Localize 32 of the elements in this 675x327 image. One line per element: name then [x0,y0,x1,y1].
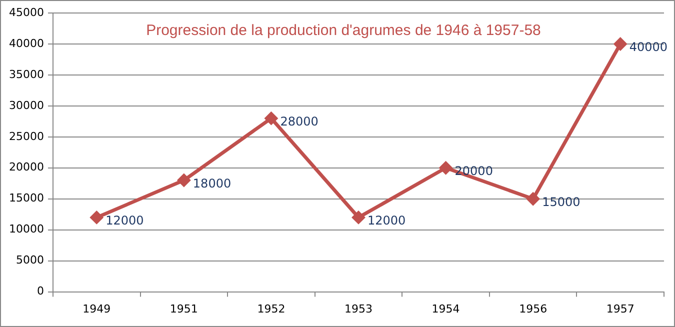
point [352,211,365,224]
y-tick-label: 30000 [8,98,44,112]
point [90,211,103,224]
data-label: 15000 [542,194,580,209]
y-tick-label: 25000 [8,130,44,143]
x-tick-label: 1956 [519,302,548,316]
data-label: 28000 [280,114,318,128]
data-label: 20000 [454,164,493,178]
x-tick-label: 1952 [257,302,286,316]
point [264,112,278,125]
y-tick-label: 20000 [8,160,44,174]
y-tick-label: 15000 [8,192,44,205]
x-tick-label: 1954 [432,302,460,316]
point [614,38,627,50]
data-label: 12000 [367,214,406,228]
y-tick-label: 40000 [8,36,44,50]
point [440,162,452,174]
y-tick-label: 35000 [8,68,44,81]
x-tick-label: 1951 [170,302,198,316]
x-tick-label: 1953 [344,302,372,316]
point [178,174,190,187]
y-tick-label: 5000 [16,254,44,267]
text: Progression de la production d'agrumes de 1946 à 1957-58 [146,22,541,40]
y-tick-label: 45000 [8,6,44,19]
x-tick-label: 1957 [606,302,634,316]
data-label: 40000 [629,40,668,54]
x-tick-label: 1949 [82,302,111,316]
data-label: 18000 [192,176,232,190]
data-label: 12000 [106,214,144,228]
point [526,192,540,206]
y-tick-label: 0 [36,284,44,298]
y-tick-label: 10000 [8,222,44,236]
